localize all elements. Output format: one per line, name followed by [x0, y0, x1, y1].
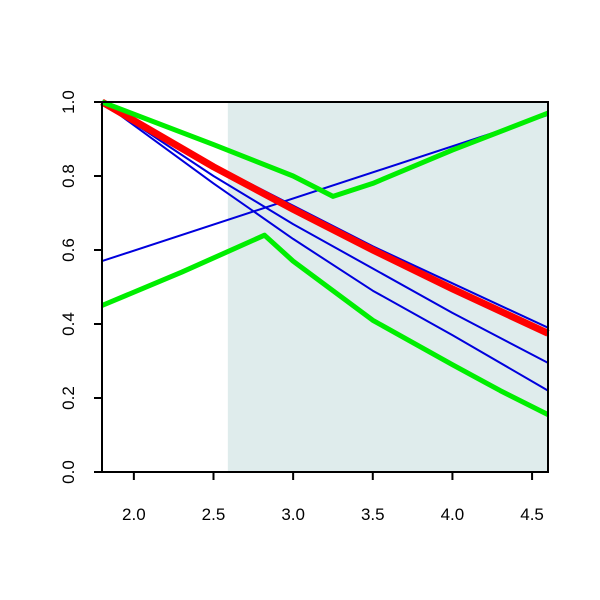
shaded-region-rect	[227, 102, 549, 472]
series-layer	[100, 98, 550, 417]
x-tick-label: 2.0	[122, 505, 146, 524]
x-tick-label: 4.0	[441, 505, 465, 524]
shaded-region	[227, 102, 549, 472]
series-line-5	[100, 98, 550, 337]
series-line-6	[101, 99, 549, 199]
axes: 2.0 2.5 3.0 3.5 4.0 4.5 0.0 0.2 0.4 0.6 0.8 1.0	[59, 90, 549, 524]
x-tick-label: 3.0	[281, 505, 305, 524]
x-tick-label: 3.5	[361, 505, 385, 524]
y-tick-label: 0.4	[59, 312, 78, 336]
y-tick-label: 0.6	[59, 238, 78, 262]
plot-frame	[101, 101, 549, 473]
x-tick-label: 4.5	[520, 505, 544, 524]
x-tick-label: 2.5	[202, 505, 226, 524]
y-tick-label: 0.8	[59, 164, 78, 188]
y-tick-label: 0.0	[59, 460, 78, 484]
series-line-7	[101, 232, 550, 417]
series-line-3	[101, 101, 549, 364]
y-tick-label: 1.0	[59, 90, 78, 114]
y-tick-label: 0.2	[59, 386, 78, 410]
series-line-4	[101, 101, 549, 392]
